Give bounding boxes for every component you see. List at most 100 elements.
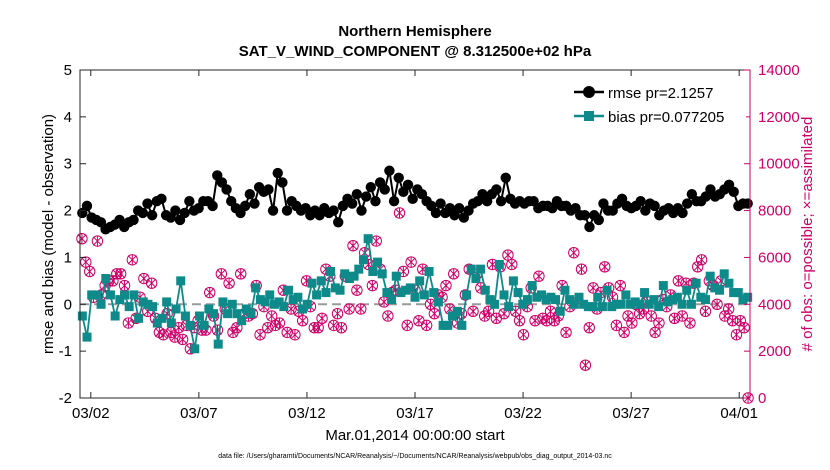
legend-bias-label: bias pr=0.077205 (608, 109, 724, 126)
bias-point (527, 281, 537, 291)
rmse-point (384, 165, 395, 176)
obs-assimilated-marker (329, 320, 339, 331)
obs-assimilated-marker (379, 296, 389, 307)
obs-assimilated-marker (178, 334, 188, 345)
obs-assimilated-marker (85, 266, 95, 277)
obs-assimilated-marker (468, 306, 478, 317)
y-tick-label-right: 12000 (758, 109, 800, 126)
bias-point (288, 295, 298, 305)
bias-point (696, 292, 706, 302)
bias-point (110, 311, 120, 321)
bias-point (691, 278, 701, 288)
bias-point (120, 290, 130, 300)
obs-assimilated-marker (654, 317, 664, 329)
obs-possible-marker (730, 329, 743, 341)
bias-point (101, 274, 111, 284)
rmse-point (239, 200, 251, 212)
bias-point (462, 290, 472, 300)
legend-bias-marker (584, 111, 594, 121)
obs-possible-marker (618, 326, 630, 339)
obs-assimilated-marker (429, 308, 439, 319)
obs-possible-marker (692, 261, 704, 273)
bias-point (499, 290, 509, 300)
bias-point (105, 290, 115, 300)
obs-possible-marker (254, 329, 266, 341)
obs-possible-marker (126, 254, 138, 266)
obs-assimilated-marker (263, 322, 273, 333)
obs-possible-marker (397, 265, 410, 278)
obs-possible-marker (331, 307, 344, 320)
bias-point (391, 271, 401, 281)
rmse-point (179, 207, 190, 219)
rmse-point (281, 205, 293, 216)
bias-point (518, 299, 528, 309)
obs-assimilated-marker (615, 280, 625, 291)
bias-point (373, 257, 383, 267)
obs-assimilated-marker (673, 275, 683, 286)
obs-assimilated-marker (267, 310, 277, 322)
bias-point (686, 299, 696, 309)
obs-possible-marker (684, 317, 696, 329)
x-tick-label: 03/22 (504, 405, 542, 422)
bias-point (274, 297, 284, 307)
rmse-point (277, 177, 288, 188)
obs-assimilated-marker (728, 315, 738, 326)
obs-assimilated-marker (236, 268, 246, 279)
rmse-point (328, 205, 339, 216)
bias-point (410, 292, 420, 302)
bias-point (560, 285, 570, 295)
bias-point (91, 290, 101, 300)
data-file-footnote: data file: /Users/gharamti/Documents/NCA… (218, 453, 612, 460)
obs-assimilated-marker (371, 235, 381, 247)
y-tick-label-left: 5 (64, 62, 72, 79)
bias-point (743, 292, 753, 302)
bias-point (485, 295, 495, 305)
bias-point (283, 285, 293, 295)
obs-possible-marker (231, 322, 243, 334)
obs-assimilated-marker (352, 285, 362, 296)
obs-possible-marker (347, 240, 359, 252)
y-tick-label-left: 2 (64, 203, 72, 220)
bias-point (246, 309, 256, 319)
obs-possible-marker (366, 279, 379, 292)
obs-possible-marker (355, 303, 367, 315)
obs-assimilated-marker (588, 282, 598, 293)
obs-possible-marker (145, 277, 158, 289)
obs-possible-marker (533, 270, 545, 282)
bias-point (682, 285, 692, 295)
rmse-point (370, 196, 381, 207)
obs-assimilated-marker (611, 320, 621, 331)
bias-point (180, 311, 190, 321)
bias-point (340, 269, 350, 279)
obs-assimilated-marker (123, 317, 133, 329)
obs-assimilated-marker (158, 329, 168, 340)
bias-point (316, 276, 326, 286)
bias-point (223, 309, 233, 319)
bias-point (724, 278, 734, 288)
bias-point (143, 299, 153, 309)
obs-assimilated-marker (480, 310, 490, 322)
bias-point (260, 297, 270, 307)
bias-point (251, 283, 261, 293)
obs-assimilated-marker (282, 327, 292, 338)
obs-assimilated-marker (313, 322, 323, 333)
bias-series (77, 234, 753, 354)
bias-point (138, 297, 148, 307)
rmse-point (454, 203, 465, 214)
obs-possible-marker (517, 329, 530, 341)
y-axis-label-right: # of obs: o=possible; ×=assimilated (799, 117, 816, 352)
chart-subtitle: SAT_V_WIND_COMPONENT @ 8.312500e+02 hPa (239, 43, 592, 60)
obs-possible-marker (614, 279, 626, 292)
obs-possible-marker (204, 286, 216, 299)
bias-point (616, 299, 626, 309)
bias-point (597, 302, 607, 312)
bias-point (508, 276, 518, 286)
obs-possible-marker (401, 319, 413, 332)
obs-assimilated-marker (635, 308, 645, 319)
rmse-point (407, 193, 418, 205)
obs-assimilated-marker (712, 299, 722, 310)
bias-point (466, 264, 476, 274)
obs-assimilated-marker (174, 322, 184, 333)
obs-possible-marker (568, 247, 580, 259)
bias-point (269, 299, 279, 309)
